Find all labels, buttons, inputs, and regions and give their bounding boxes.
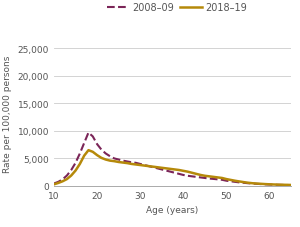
2018–19	[289, 184, 293, 187]
2008–09	[289, 184, 293, 187]
2018–19	[56, 182, 60, 185]
2018–19	[190, 172, 194, 174]
2008–09	[52, 182, 56, 185]
2008–09	[203, 177, 207, 180]
2008–09	[212, 178, 215, 180]
2018–19	[203, 175, 207, 177]
Legend: 2008–09, 2018–19: 2008–09, 2018–19	[103, 0, 251, 17]
2008–09	[56, 181, 60, 183]
2008–09	[238, 181, 241, 184]
2008–09	[190, 175, 194, 178]
2018–19	[52, 183, 56, 186]
Y-axis label: Rate per 100,000 persons: Rate per 100,000 persons	[3, 55, 12, 172]
Line: 2018–19: 2018–19	[54, 151, 291, 185]
2018–19	[87, 149, 90, 152]
2018–19	[143, 165, 146, 167]
2008–09	[87, 132, 90, 134]
Line: 2008–09: 2008–09	[54, 133, 291, 185]
2008–09	[143, 164, 146, 167]
2018–19	[212, 176, 215, 178]
X-axis label: Age (years): Age (years)	[146, 205, 199, 215]
2018–19	[238, 180, 241, 183]
